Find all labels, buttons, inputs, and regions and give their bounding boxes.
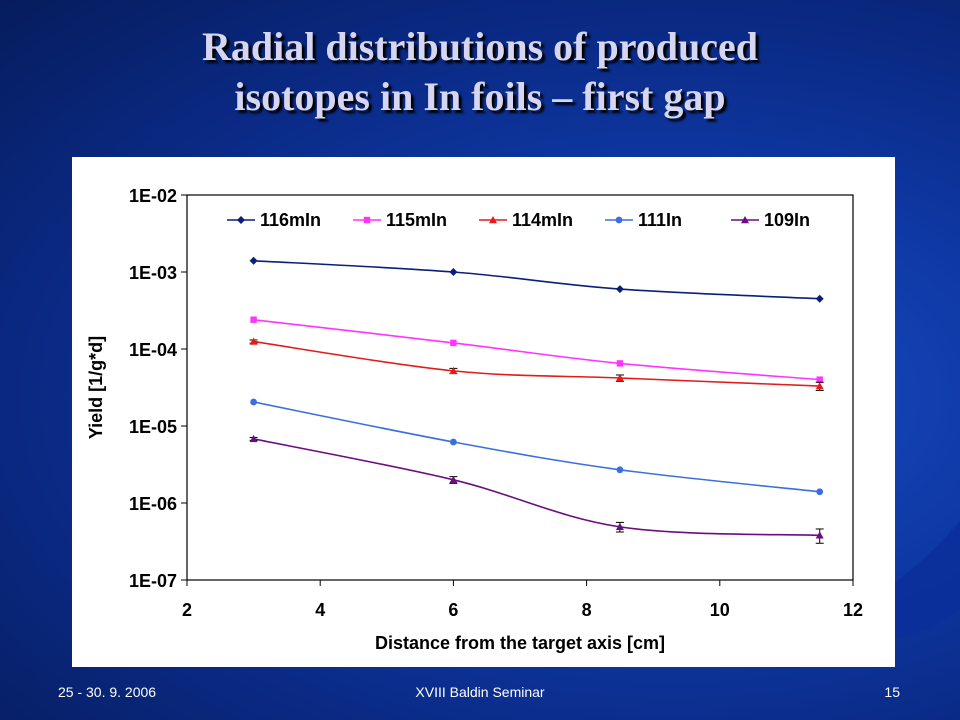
data-point-111in — [616, 466, 624, 474]
data-point-116min — [449, 268, 458, 276]
series-line-116min — [253, 259, 820, 300]
data-point-114min — [615, 374, 624, 382]
slide-title: Radial distributions of produced isotope… — [0, 22, 960, 122]
footer-page-number: 15 — [884, 684, 900, 700]
data-point-109in — [615, 522, 624, 531]
chart: 1E-02 1E-03 1E-04 1E-05 1E-06 1E-072 4 6 8 10 12 Di… — [86, 186, 863, 653]
y-axis-label: Yield [1/g*d] — [86, 336, 106, 439]
data-point-114min — [815, 382, 824, 390]
legend-label-109in: 109In — [764, 210, 810, 230]
x-tick-label: 2 — [182, 600, 192, 620]
data-point-114min — [249, 337, 258, 345]
data-point-116min — [615, 285, 624, 294]
data-point-115min — [450, 339, 457, 347]
y-tick-label: 1E-04 — [129, 340, 177, 360]
x-tick-label: 8 — [582, 600, 592, 620]
x-tick-label: 6 — [448, 600, 458, 620]
legend-marker-111in — [615, 216, 623, 224]
legend-marker-116min — [237, 216, 245, 224]
data-point-109in — [449, 475, 458, 484]
plot-area-border — [186, 194, 854, 581]
title-line-1: Radial distributions of produced — [201, 24, 759, 69]
data-point-115min — [616, 360, 624, 367]
data-point-116min — [249, 256, 258, 265]
y-tick-label: 1E-05 — [129, 417, 177, 437]
legend-label-111in: 111In — [638, 210, 682, 230]
series-line-109in — [253, 438, 820, 537]
x-tick-label: 4 — [315, 600, 325, 620]
series-line-111in — [253, 401, 820, 493]
title-line-2: isotopes in In foils – first gap — [234, 74, 726, 119]
legend-marker-115min — [363, 216, 371, 224]
y-tick-label: 1E-07 — [129, 571, 177, 591]
data-point-111in — [250, 398, 257, 406]
data-point-114min — [449, 366, 458, 375]
legend-marker-109in — [741, 216, 749, 224]
y-tick-label: 1E-06 — [129, 494, 177, 514]
legend-label-115min: 115mIn — [386, 210, 447, 230]
footer-event: XVIII Baldin Seminar — [415, 684, 545, 700]
footer-date: 25 - 30. 9. 2006 — [58, 684, 157, 700]
data-point-115min — [250, 316, 257, 323]
x-tick-label: 10 — [710, 600, 730, 620]
legend-label-114min: 114mIn — [512, 210, 573, 230]
y-tick-label: 1E-03 — [129, 263, 177, 283]
data-point-109in — [815, 531, 824, 539]
data-point-111in — [816, 488, 824, 496]
data-point-116min — [815, 294, 824, 303]
x-axis-label: Distance from the target axis [cm] — [375, 633, 665, 653]
series-line-114min — [253, 340, 820, 387]
data-point-109in — [249, 434, 258, 443]
series-line-115min — [253, 318, 820, 381]
data-point-111in — [450, 438, 457, 446]
legend-label-116min: 116mIn — [260, 210, 321, 230]
data-point-115min — [816, 376, 823, 383]
x-tick-label: 12 — [843, 600, 863, 620]
y-tick-label: 1E-02 — [129, 186, 177, 206]
legend-marker-114min — [489, 216, 497, 224]
chart-panel: 1E-02 1E-03 1E-04 1E-05 1E-06 1E-07 2 4 6 8 10 12 Di… — [72, 157, 895, 667]
